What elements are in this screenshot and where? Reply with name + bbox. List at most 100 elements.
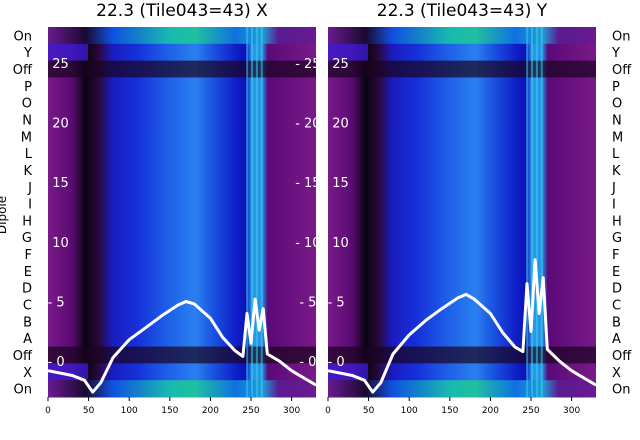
y-tick-label: - 25	[323, 57, 348, 72]
y-tick-label: - 25	[295, 57, 320, 72]
heatmap-streak	[535, 27, 538, 397]
heatmap-streak	[255, 27, 258, 397]
dipole-label: O	[612, 97, 622, 112]
heatmap-row	[328, 111, 596, 129]
y-tick-label: - 15	[43, 176, 68, 191]
dipole-label: X	[23, 366, 32, 381]
heatmap-row	[48, 228, 316, 247]
heatmap-row	[328, 312, 596, 331]
y-tick-label: - 25	[43, 57, 68, 72]
dipole-label: P	[612, 80, 620, 95]
heatmap-row	[48, 161, 316, 179]
x-tick-label: 200	[482, 406, 499, 416]
y-tick-label: - 10	[323, 236, 348, 251]
heatmap-row	[48, 212, 316, 230]
chart-title-y: 22.3 (Tile043=43) Y	[377, 1, 548, 21]
dipole-label: Off	[13, 63, 33, 78]
heatmap-row	[48, 195, 316, 213]
heatmap-row	[48, 27, 316, 45]
dipole-label: Off	[612, 349, 632, 364]
heatmap-row	[328, 43, 596, 62]
dipole-label: On	[14, 29, 32, 44]
x-tick-label: 300	[563, 406, 580, 416]
heatmap-streak	[251, 27, 254, 397]
dipole-label: I	[28, 198, 32, 213]
heatmap-row	[48, 363, 316, 381]
heatmap-row	[48, 245, 316, 263]
y-axis-label: Dipole	[0, 196, 9, 234]
x-tick-label: 150	[161, 406, 178, 416]
heatmap-row	[328, 127, 596, 146]
heatmap-row-off-overlay	[48, 60, 316, 78]
heatmap-row	[48, 329, 316, 348]
heatmap-row	[328, 212, 596, 230]
heatmap-row	[328, 245, 596, 263]
dipole-label: D	[22, 282, 32, 297]
heatmap-streak	[260, 27, 263, 397]
dipole-label: C	[612, 299, 621, 314]
heatmap-row	[328, 279, 596, 297]
heatmap-row	[48, 380, 316, 398]
heatmap-row	[328, 296, 596, 314]
heatmap-row	[48, 127, 316, 146]
heatmap-row	[48, 144, 316, 163]
dipole-label: B	[612, 315, 621, 330]
heatmap-row	[328, 161, 596, 179]
heatmap-row	[48, 262, 316, 280]
heatmap-row	[328, 380, 596, 398]
dipole-label: A	[23, 332, 32, 347]
x-tick-label: 200	[202, 406, 219, 416]
y-tick-label: - 10	[43, 236, 68, 251]
dipole-label: P	[24, 80, 32, 95]
heatmap-row-off-overlay	[48, 346, 316, 364]
y-tick-label: - 5	[328, 296, 345, 311]
overlay-curve	[327, 258, 597, 394]
x-tick-label: 300	[283, 406, 300, 416]
dipole-label: I	[612, 198, 616, 213]
dipole-label: J	[27, 181, 32, 196]
dipole-label: X	[612, 366, 621, 381]
x-tick-label: 250	[522, 406, 539, 416]
dipole-label: Off	[13, 349, 33, 364]
heatmap-row	[328, 195, 596, 213]
dipole-label: O	[22, 97, 32, 112]
dipole-label: N	[22, 114, 32, 129]
heatmap-row	[328, 329, 596, 348]
y-tick-label: - 20	[295, 116, 320, 131]
y-tick-label: - 15	[295, 176, 320, 191]
heatmap-row	[328, 363, 596, 381]
dipole-label: L	[25, 147, 33, 162]
y-tick-label: - 15	[323, 176, 348, 191]
dipole-label: N	[612, 114, 622, 129]
y-tick-label: - 0	[328, 355, 345, 370]
y-tick-label: - 10	[295, 236, 320, 251]
heatmap-cell	[48, 43, 88, 62]
dipole-label: F	[25, 248, 32, 263]
heatmap-row	[328, 262, 596, 280]
heatmap-streak	[540, 27, 543, 397]
heatmap-row	[48, 111, 316, 129]
dipole-label: M	[21, 130, 32, 145]
y-tick-label: - 5	[299, 296, 316, 311]
chart-title-x: 22.3 (Tile043=43) X	[96, 1, 268, 21]
dipole-label: C	[23, 299, 32, 314]
heatmap-streak	[246, 27, 249, 397]
overlay-curve	[47, 297, 317, 394]
x-tick-label: 100	[401, 406, 418, 416]
y-tick-label: - 20	[43, 116, 68, 131]
heatmap-streak	[526, 27, 529, 397]
heatmap-row	[48, 178, 316, 196]
dipole-label: Y	[23, 46, 32, 61]
x-tick-label: 50	[363, 406, 375, 416]
dipole-label: B	[23, 315, 32, 330]
y-tick-label: - 0	[48, 355, 65, 370]
dipole-label: L	[612, 147, 620, 162]
x-tick-label: 250	[242, 406, 259, 416]
heatmap-row-off-overlay	[328, 346, 596, 364]
dipole-label: D	[612, 282, 622, 297]
y-tick-label: - 20	[323, 116, 348, 131]
panel-y: - 0- 0- 5- 5- 10- 10- 15- 15- 20- 20- 25…	[323, 27, 597, 416]
